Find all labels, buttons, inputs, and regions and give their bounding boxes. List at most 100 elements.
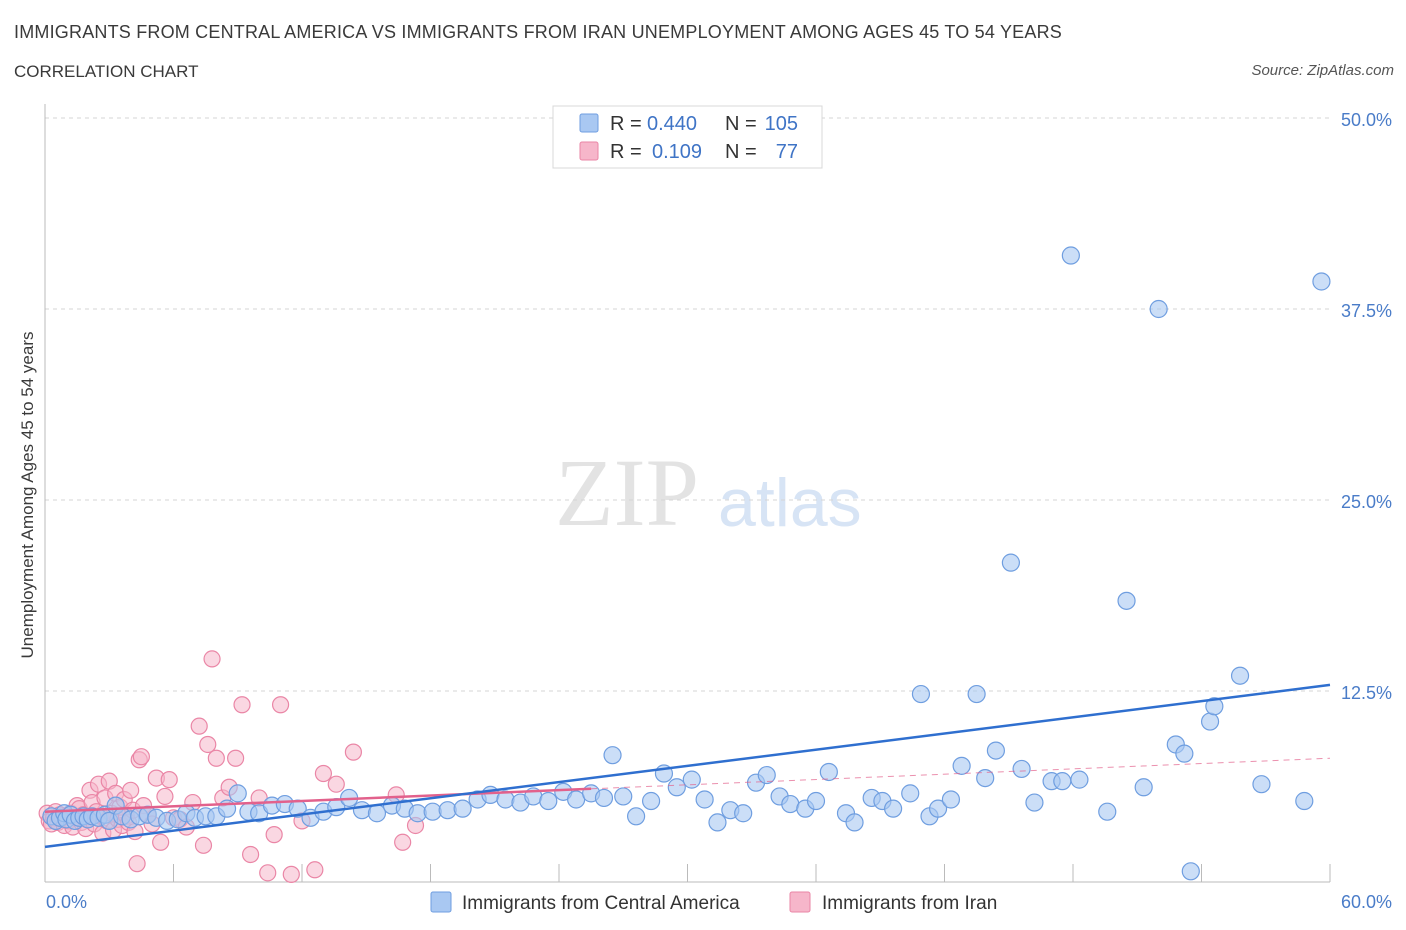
- legend-r-value-blue: 0.440: [647, 113, 697, 135]
- chart-title: IMMIGRANTS FROM CENTRAL AMERICA VS IMMIG…: [14, 22, 1062, 42]
- iran-point: [190, 717, 208, 735]
- y-axis-label: Unemployment Among Ages 45 to 54 years: [18, 332, 37, 659]
- iran-point: [271, 696, 290, 714]
- iran-point: [314, 764, 333, 783]
- legend-r-value-pink: 0.109: [652, 141, 702, 163]
- legend-n-label-blue: N =: [725, 113, 757, 135]
- legend-r-label-pink: R =: [610, 141, 642, 163]
- iran-point: [242, 845, 260, 864]
- series-swatch-iran: [789, 891, 811, 913]
- central-america-point: [883, 799, 903, 818]
- legend-r-label-blue: R =: [610, 113, 642, 135]
- central-america-point: [1230, 666, 1250, 685]
- central-america-point: [423, 802, 442, 821]
- central-america-point: [1312, 272, 1331, 291]
- central-america-point: [845, 813, 864, 832]
- central-america-point: [1070, 770, 1089, 789]
- iran-point: [207, 749, 225, 767]
- y-tick-label: 50.0%: [1341, 110, 1392, 130]
- central-america-point: [1252, 775, 1271, 794]
- central-america-point: [1098, 802, 1117, 821]
- central-america-point: [1200, 712, 1220, 731]
- iran-points: [38, 650, 425, 883]
- central-america-point: [1117, 591, 1136, 610]
- central-america-point: [806, 791, 826, 811]
- iran-point: [306, 861, 324, 879]
- legend-swatch-pink: [579, 141, 599, 161]
- central-america-point: [1061, 246, 1080, 265]
- central-america-point: [986, 741, 1006, 760]
- series-legend: Immigrants from Central America Immigran…: [430, 891, 997, 914]
- iran-point: [344, 743, 362, 761]
- central-america-point: [941, 790, 961, 809]
- central-america-point: [1053, 772, 1072, 791]
- legend-n-value-pink: 77: [776, 141, 798, 163]
- iran-point: [327, 775, 345, 793]
- central-america-point: [352, 801, 372, 820]
- series-label-central-america: Immigrants from Central America: [462, 893, 740, 914]
- central-america-point: [667, 778, 686, 797]
- iran-trend-extension: [591, 757, 1331, 790]
- central-america-point: [757, 765, 776, 785]
- central-america-point: [682, 770, 701, 789]
- central-america-point: [1134, 778, 1153, 797]
- legend-swatch-blue: [579, 113, 599, 133]
- iran-point: [132, 748, 150, 766]
- central-america-point: [1001, 553, 1020, 572]
- y-tick-label: 37.5%: [1341, 301, 1392, 321]
- iran-point: [160, 771, 178, 789]
- central-america-point: [626, 807, 646, 826]
- x-tick-label-min: 0.0%: [46, 892, 87, 912]
- central-america-point: [734, 804, 753, 823]
- axes: [44, 104, 1331, 883]
- central-america-point: [1295, 791, 1314, 811]
- iran-point: [156, 787, 174, 806]
- central-america-point: [1205, 697, 1224, 716]
- iran-point: [203, 650, 221, 668]
- central-america-point: [1175, 744, 1194, 763]
- central-america-point: [695, 790, 714, 809]
- central-america-point: [781, 794, 800, 814]
- iran-point: [122, 781, 140, 799]
- x-tick-label-max: 60.0%: [1341, 892, 1392, 912]
- central-america-point: [614, 787, 633, 806]
- central-america-point: [603, 746, 622, 765]
- central-america-point: [976, 768, 995, 788]
- iran-point: [265, 826, 283, 844]
- central-america-point: [1181, 862, 1200, 881]
- legend-n-value-blue: 105: [765, 113, 798, 135]
- stats-legend: R = 0.440 N = 105 R = 0.109 N = 77: [552, 105, 823, 169]
- y-tick-label: 12.5%: [1341, 683, 1392, 703]
- central-america-point: [408, 804, 427, 823]
- central-america-point: [1149, 299, 1168, 319]
- central-america-point: [228, 784, 247, 803]
- chart-subtitle: CORRELATION CHART: [14, 62, 199, 81]
- trend-lines: [44, 683, 1331, 849]
- iran-point: [199, 735, 217, 754]
- central-america-point: [641, 791, 661, 811]
- central-america-points: [42, 246, 1331, 881]
- watermark-atlas: atlas: [718, 465, 862, 541]
- central-america-point: [1012, 759, 1031, 779]
- central-america-point: [708, 813, 727, 832]
- y-tick-label: 25.0%: [1341, 492, 1392, 512]
- legend-n-label-pink: N =: [725, 141, 757, 163]
- iran-trend-line: [44, 787, 592, 813]
- iran-point: [282, 865, 300, 883]
- iran-point: [152, 833, 170, 851]
- central-america-point: [438, 801, 457, 820]
- central-america-point: [819, 762, 838, 782]
- central-america-point: [967, 684, 986, 704]
- grid-lines: [45, 117, 1330, 692]
- watermark-zip: ZIP: [555, 439, 699, 546]
- central-america-trend-line: [44, 683, 1331, 849]
- series-label-iran: Immigrants from Iran: [822, 893, 997, 914]
- central-america-point: [952, 756, 971, 775]
- central-america-point: [539, 791, 558, 811]
- central-america-point: [453, 799, 472, 818]
- iran-point: [394, 833, 412, 851]
- tick-labels: 12.5% 25.0% 37.5% 50.0% 0.0% 60.0%: [46, 110, 1392, 912]
- iran-point: [227, 749, 245, 767]
- source-label: Source: ZipAtlas.com: [1251, 62, 1394, 79]
